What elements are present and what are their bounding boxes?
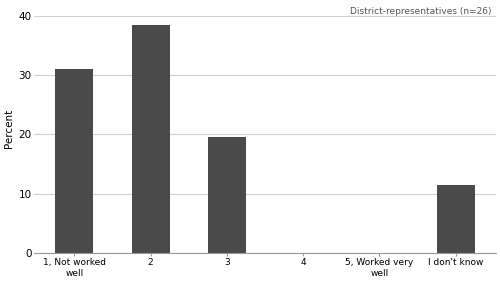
Bar [132,25,170,253]
Y-axis label: Percent: Percent [4,109,14,148]
Bar [208,137,246,253]
Bar [55,69,94,253]
Bar [436,185,475,253]
Text: District-representatives (n=26): District-representatives (n=26) [350,7,491,16]
